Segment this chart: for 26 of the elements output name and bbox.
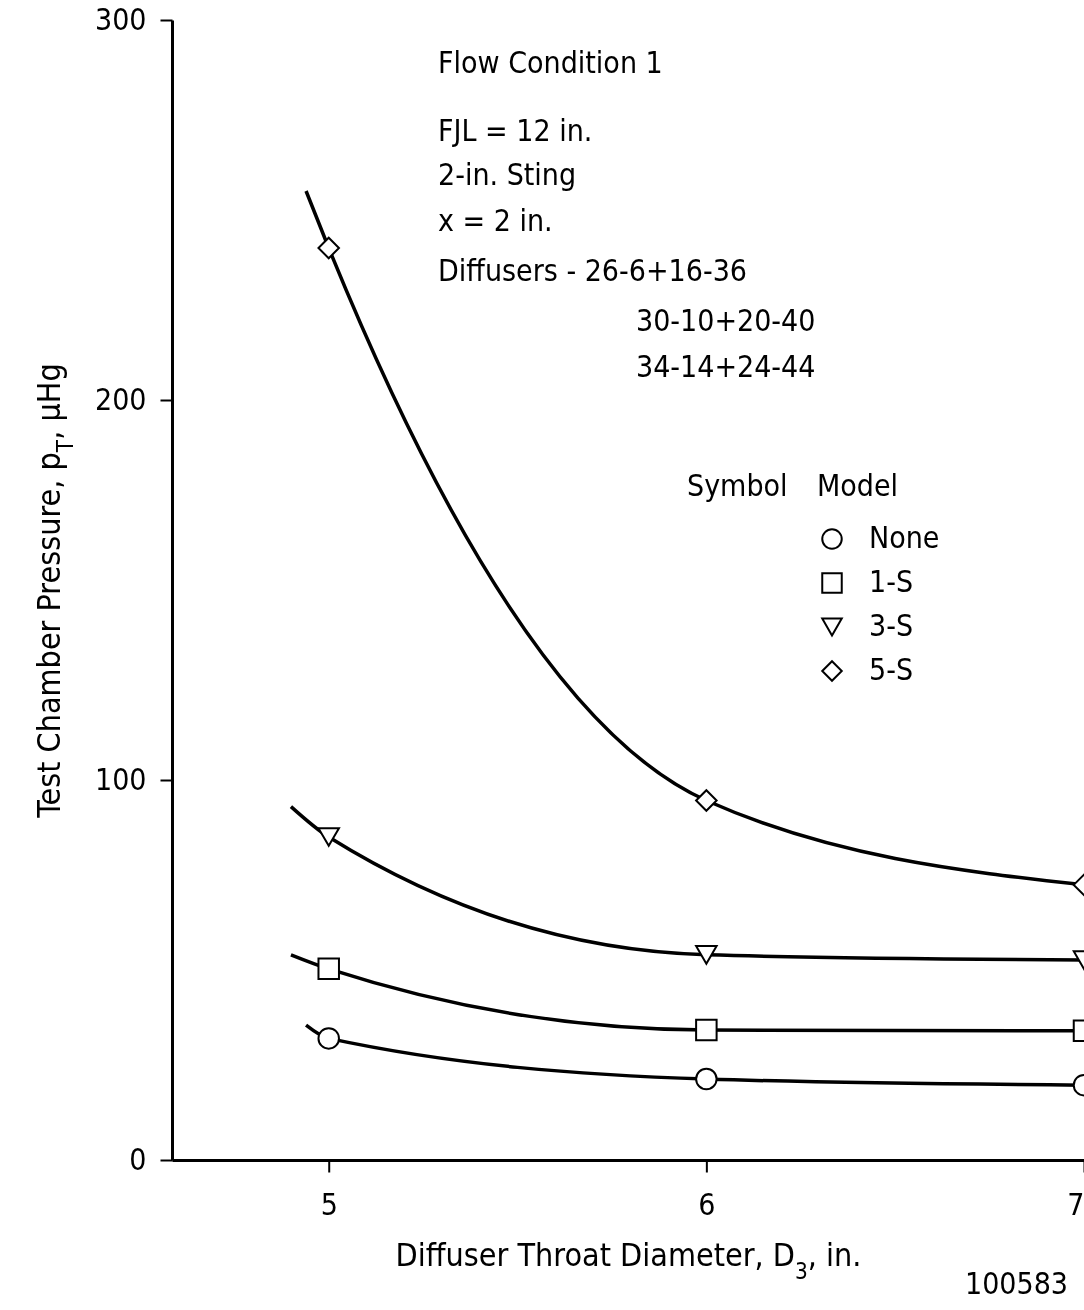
annotation: FJL = 12 in.: [438, 113, 593, 148]
y-tick-label: 300: [94, 1, 147, 37]
legend-label: 1-S: [869, 564, 914, 599]
y-tick-label: 100: [94, 761, 147, 797]
legend-label: 3-S: [869, 608, 914, 643]
annotation: Diffusers - 26-6+16-36: [438, 253, 747, 288]
point: [317, 236, 340, 260]
annotation: x = 2 in.: [438, 203, 553, 238]
x-tick-label: 5: [320, 1186, 338, 1222]
annotation: Symbol: [687, 468, 788, 503]
y-tick-label: 200: [94, 381, 147, 417]
x-tick-label: 7: [1067, 1186, 1084, 1222]
legend-title: Model: [817, 468, 899, 503]
legend-label: 5-S: [869, 652, 914, 687]
point: [317, 1027, 340, 1050]
x-axis-title: Diffuser Throat Diameter, D$_{3}$, in.: [395, 1235, 862, 1284]
legend-label: None: [869, 520, 940, 555]
annotation: 2-in. Sting: [438, 157, 577, 192]
point: [317, 827, 340, 847]
annotation: 34-14+24-44: [636, 349, 816, 384]
y-tick-label: 0: [129, 1141, 147, 1177]
annotation: Flow Condition 1: [438, 45, 663, 80]
point: [317, 957, 340, 981]
x-tick-label: 6: [698, 1186, 716, 1222]
text: 100583: [965, 1266, 1069, 1301]
annotation: 30-10+20-40: [636, 303, 816, 338]
